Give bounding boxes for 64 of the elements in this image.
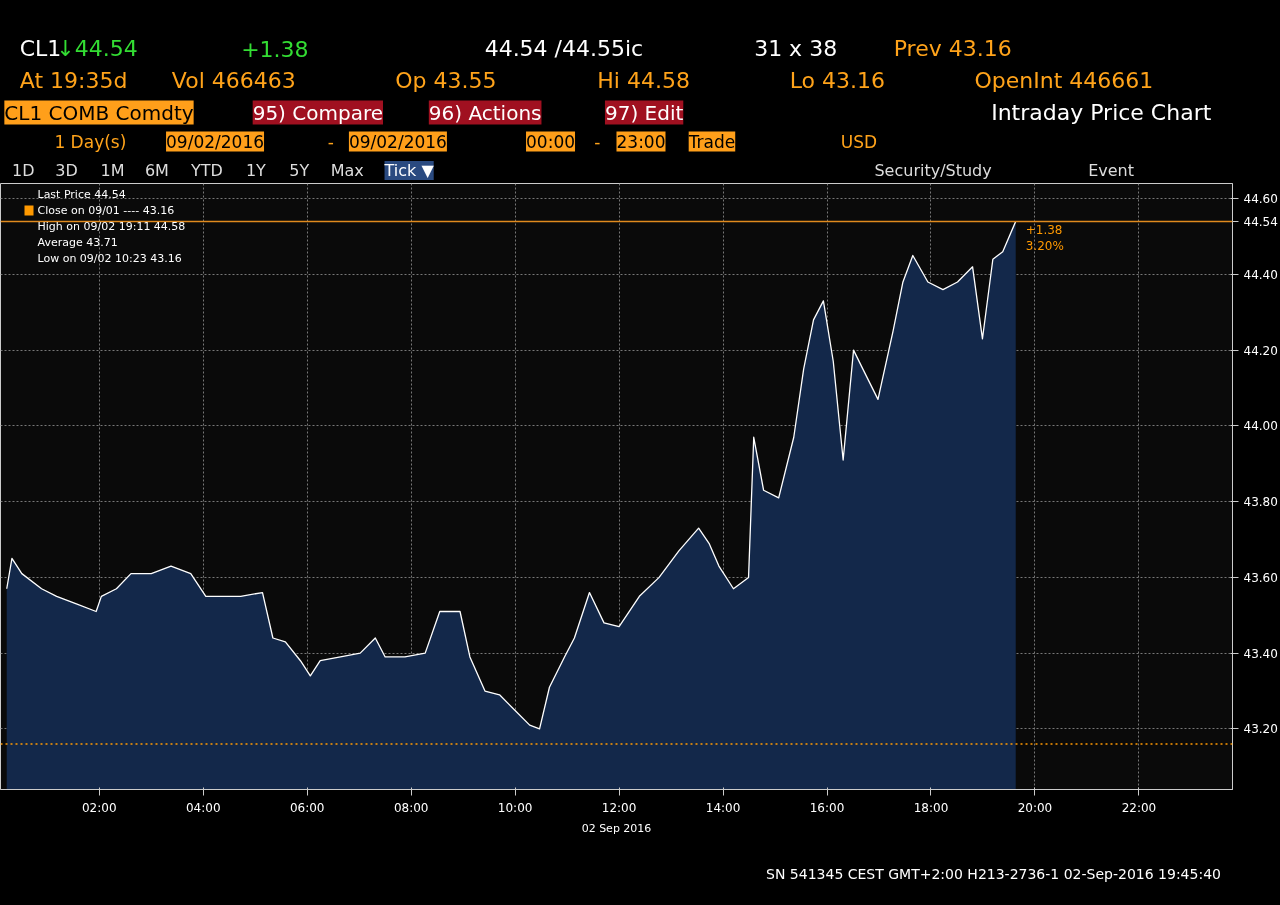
text: Hi 44.58 xyxy=(597,68,690,93)
text: Tick ▼ xyxy=(383,161,435,180)
x-tick-label: 10:00 xyxy=(497,800,533,815)
text: Lo 43.16 xyxy=(789,68,886,93)
text: 1 Day(s) xyxy=(54,131,127,152)
text: 09/02/2016 xyxy=(348,131,447,152)
x-tick-label: 04:00 xyxy=(185,800,221,815)
chart-title: Intraday Price Chart xyxy=(991,100,1212,125)
x-axis-title: 02 Sep 2016 xyxy=(581,821,652,835)
y-tick-label: 43.40 xyxy=(1243,646,1278,661)
text: - xyxy=(594,132,601,152)
text: 1M xyxy=(100,161,125,180)
text: 1Y xyxy=(245,161,267,180)
annotation: Low on 09/02 10:23 43.16 xyxy=(37,252,182,265)
annotation: Last Price 44.54 xyxy=(37,188,126,201)
legend-label: Close on 09/01 ---- 43.16 xyxy=(37,204,175,217)
x-tick-label: 20:00 xyxy=(1017,800,1053,815)
text: 96) Actions xyxy=(428,100,542,125)
text: 1D xyxy=(12,161,35,180)
text: - xyxy=(327,132,334,152)
y-tick-label: 44.40 xyxy=(1243,267,1278,282)
text: 3D xyxy=(55,161,78,180)
text: Vol 466463 xyxy=(171,68,296,93)
y-tick-label: 44.20 xyxy=(1243,343,1278,358)
text: 5Y xyxy=(289,161,310,180)
annotation: Average 43.71 xyxy=(37,236,118,249)
x-tick-label: 06:00 xyxy=(289,800,325,815)
text: CL1 xyxy=(19,36,62,61)
text: 44.54 /44.55ic xyxy=(484,36,644,61)
text: SN 541345 CEST GMT+2:00 H213-2736-1 02-Sep-2016 19:45:40 xyxy=(766,865,1221,882)
x-tick-label: 08:00 xyxy=(393,800,429,815)
x-tick-label: 14:00 xyxy=(705,800,741,815)
x-tick-label: 02:00 xyxy=(81,800,117,815)
annotation: 3.20% xyxy=(1025,239,1064,254)
x-tick-label: 18:00 xyxy=(913,800,949,815)
y-tick-label: 43.20 xyxy=(1243,722,1278,737)
ref-line-label: 44.54 xyxy=(1243,214,1278,229)
text: Op 43.55 xyxy=(395,68,497,93)
text: 23:00 xyxy=(616,131,666,152)
annotation: High on 09/02 19:11 44.58 xyxy=(37,220,186,233)
y-tick-label: 43.60 xyxy=(1243,570,1278,585)
x-tick-label: 16:00 xyxy=(809,800,845,815)
text: At 19:35d xyxy=(19,68,128,93)
text: Security/Study xyxy=(874,161,992,180)
text: Max xyxy=(330,161,364,180)
text: 97) Edit xyxy=(604,100,684,125)
x-tick-label: 12:00 xyxy=(601,800,637,815)
text: YTD xyxy=(190,161,223,180)
text: 00:00 xyxy=(526,131,576,152)
text: 31 x 38 xyxy=(754,36,838,61)
y-tick-label: 44.60 xyxy=(1243,192,1278,207)
text: CL1 COMB Comdty xyxy=(4,100,194,125)
x-tick-label: 22:00 xyxy=(1121,800,1157,815)
text: USD xyxy=(840,131,878,152)
text: 6M xyxy=(144,161,169,180)
text: OpenInt 446661 xyxy=(974,68,1154,93)
text: Event xyxy=(1088,161,1134,180)
text: 09/02/2016 xyxy=(166,131,265,152)
text: Prev 43.16 xyxy=(893,36,1012,61)
y-tick-label: 44.00 xyxy=(1243,419,1278,434)
y-tick-label: 43.80 xyxy=(1243,495,1278,510)
annotation: +1.38 xyxy=(1025,222,1063,237)
text: 95) Compare xyxy=(252,100,384,125)
text: +1.38 xyxy=(241,36,309,62)
